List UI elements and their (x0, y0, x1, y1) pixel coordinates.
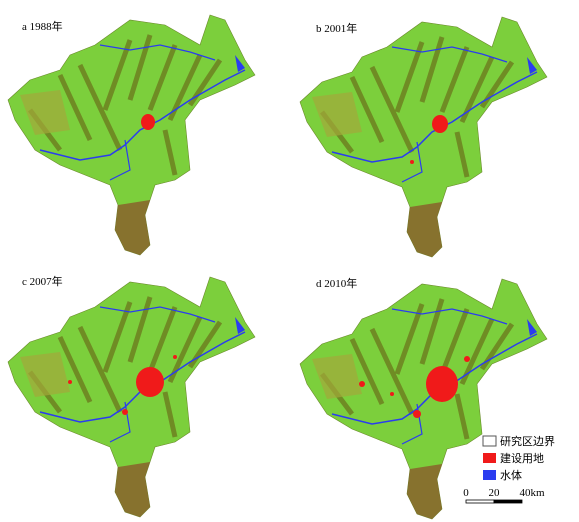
built-up (432, 115, 448, 133)
scale-label: 40km (519, 487, 545, 499)
panel-label: c 2007年 (22, 274, 63, 288)
legend-label: 研究区边界 (500, 434, 555, 448)
panel-label: a 1988年 (22, 19, 63, 33)
legend-label: 建设用地 (500, 451, 544, 465)
scale-label: 0 (463, 487, 469, 499)
legend-swatch (483, 453, 496, 463)
legend-swatch (483, 470, 496, 480)
legend: 研究区边界 建设用地 水体 (482, 434, 555, 482)
built-up (426, 366, 458, 402)
map-panel: a 1988年 (8, 15, 255, 255)
scale-label: 20 (489, 487, 501, 499)
panel-label: b 2001年 (316, 21, 357, 35)
legend-label: 水体 (500, 468, 522, 482)
scale-bar: 0 20 40km (463, 487, 545, 504)
legend-swatch (482, 435, 497, 447)
map-panel: b 2001年 (300, 17, 547, 257)
map-panel: d 2010年 (300, 276, 547, 519)
built-up (136, 367, 164, 397)
built-up (141, 114, 155, 130)
map-panel: c 2007年 (8, 274, 255, 517)
panel-label: d 2010年 (316, 276, 357, 290)
